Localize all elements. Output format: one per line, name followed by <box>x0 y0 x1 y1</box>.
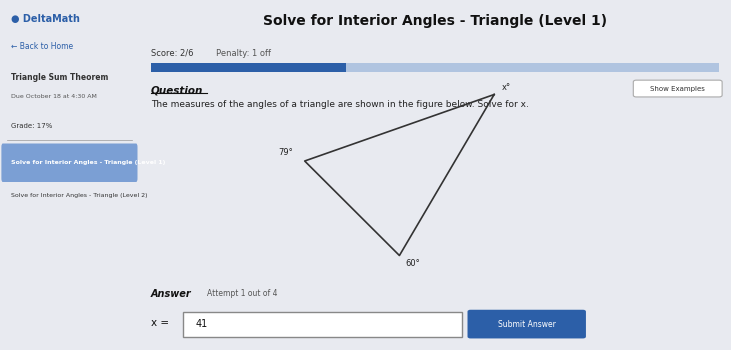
Text: Answer: Answer <box>151 289 192 299</box>
FancyBboxPatch shape <box>1 144 137 182</box>
Text: Attempt 1 out of 4: Attempt 1 out of 4 <box>207 289 278 298</box>
Text: x°: x° <box>502 83 511 92</box>
Text: Due October 18 at 4:30 AM: Due October 18 at 4:30 AM <box>11 94 97 99</box>
Text: x =: x = <box>151 318 169 328</box>
Text: Score: 2/6: Score: 2/6 <box>151 49 193 58</box>
Text: Triangle Sum Theorem: Triangle Sum Theorem <box>11 74 108 83</box>
Text: 60°: 60° <box>406 259 420 268</box>
Text: Question: Question <box>151 86 203 96</box>
FancyBboxPatch shape <box>151 63 719 72</box>
Text: 79°: 79° <box>278 148 293 158</box>
FancyBboxPatch shape <box>468 310 586 338</box>
Text: 41: 41 <box>195 319 208 329</box>
Text: Penalty: 1 off: Penalty: 1 off <box>216 49 271 58</box>
FancyBboxPatch shape <box>183 312 461 337</box>
Text: Solve for Interior Angles - Triangle (Level 1): Solve for Interior Angles - Triangle (Le… <box>11 160 165 165</box>
Text: Submit Answer: Submit Answer <box>498 320 556 329</box>
Text: Show Examples: Show Examples <box>651 85 705 92</box>
FancyBboxPatch shape <box>633 80 722 97</box>
Text: ← Back to Home: ← Back to Home <box>11 42 73 51</box>
Text: Grade: 17%: Grade: 17% <box>11 122 53 128</box>
Text: The measures of the angles of a triangle are shown in the figure below. Solve fo: The measures of the angles of a triangle… <box>151 100 529 109</box>
Text: Solve for Interior Angles - Triangle (Level 1): Solve for Interior Angles - Triangle (Le… <box>263 14 607 28</box>
FancyBboxPatch shape <box>151 63 346 72</box>
Text: Solve for Interior Angles - Triangle (Level 2): Solve for Interior Angles - Triangle (Le… <box>11 193 148 197</box>
Text: ● DeltaMath: ● DeltaMath <box>11 14 80 24</box>
